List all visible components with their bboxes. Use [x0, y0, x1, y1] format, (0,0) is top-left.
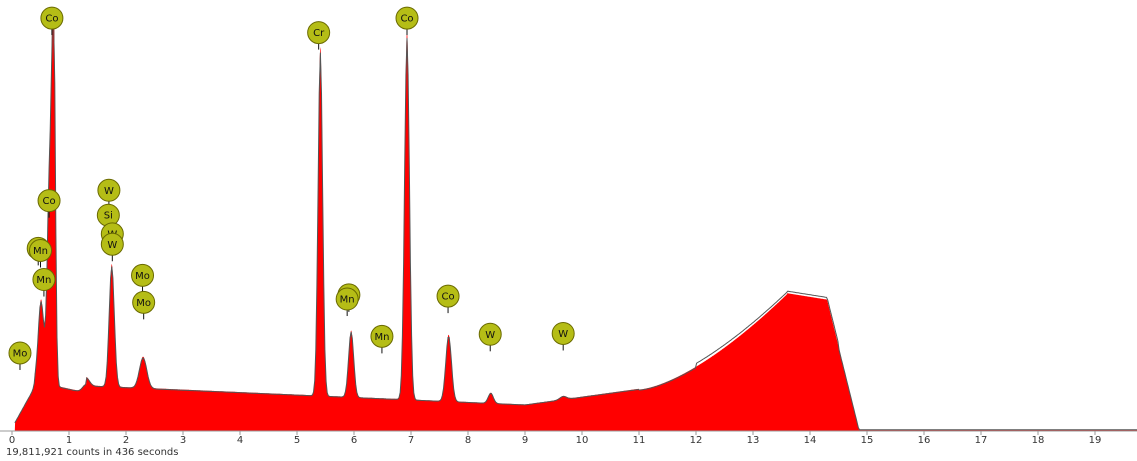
x-tick-label: 17	[975, 435, 988, 446]
peak-marker-label: Mn	[33, 246, 48, 257]
spectrum-area	[12, 16, 1137, 431]
x-tick-label: 10	[576, 435, 589, 446]
x-tick-label: 0	[9, 435, 15, 446]
peak-marker-circle	[8, 341, 32, 365]
peak-marker: W	[100, 232, 124, 262]
peak-marker-label: Co	[441, 292, 454, 303]
peak-marker-label: Co	[400, 14, 413, 25]
peak-marker: Co	[395, 6, 419, 36]
peak-marker-label: Mo	[13, 348, 28, 359]
x-tick-label: 15	[861, 435, 874, 446]
x-tick-label: 11	[633, 435, 646, 446]
spectrum-fill-layer	[12, 16, 1137, 431]
peak-marker-label: Mn	[374, 332, 389, 343]
x-tick-label: 18	[1032, 435, 1045, 446]
x-tick-label: 12	[690, 435, 703, 446]
peak-marker-circle	[307, 21, 331, 45]
peak-marker-circle	[478, 322, 502, 346]
peak-marker: W	[97, 178, 121, 208]
peak-marker: Mn	[335, 287, 359, 317]
peak-marker-label: W	[104, 186, 114, 197]
peak-marker-label: W	[485, 330, 495, 341]
peak-marker-circle	[370, 324, 394, 348]
x-tick-label: 13	[747, 435, 760, 446]
peak-marker: Mn	[32, 268, 56, 297]
peak-marker-circle	[29, 238, 52, 262]
x-tick-label: 14	[804, 435, 817, 446]
peak-marker: Mo	[132, 290, 156, 320]
x-tick-label: 8	[465, 435, 471, 446]
peak-marker-layer: CoCrCoCoWSiWWMnMnMnMoMoCoMnMnCoWWMo	[8, 6, 575, 370]
peak-marker: Mo	[8, 341, 32, 370]
peak-marker-label: Mn	[36, 275, 51, 286]
x-tick-label: 6	[351, 435, 357, 446]
peak-marker-circle	[40, 6, 64, 30]
peak-marker-circle	[131, 263, 155, 287]
peak-marker: W	[551, 321, 575, 351]
peak-marker-circle	[32, 268, 56, 292]
x-tick-label: 1	[66, 435, 72, 446]
peak-marker-circle	[551, 321, 575, 345]
x-tick-label: 16	[918, 435, 931, 446]
peak-marker: Co	[436, 284, 460, 314]
peak-marker: Mn	[370, 324, 394, 354]
counts-footer: 19,811,921 counts in 436 seconds	[6, 447, 179, 458]
x-tick-label: 2	[123, 435, 129, 446]
peak-marker-label: Mn	[340, 295, 355, 306]
x-tick-label: 4	[237, 435, 243, 446]
peak-marker: Mo	[131, 263, 155, 293]
peak-marker-circle	[335, 287, 359, 311]
peak-marker-circle	[395, 6, 419, 30]
peak-marker-label: Cr	[313, 28, 325, 39]
peak-marker-circle	[132, 290, 156, 314]
peak-marker-label: Si	[104, 211, 113, 222]
x-tick-label: 7	[408, 435, 414, 446]
peak-marker-circle	[436, 284, 460, 308]
peak-marker: Mn	[29, 238, 52, 268]
peak-marker-circle	[100, 232, 124, 256]
peak-marker-label: W	[107, 240, 117, 251]
peak-marker: W	[478, 322, 502, 352]
peak-marker: Co	[40, 6, 64, 36]
peak-marker: Cr	[307, 21, 331, 50]
peak-marker-label: W	[558, 329, 568, 340]
fit-line-layer	[14, 21, 1137, 431]
peak-marker-label: Co	[42, 196, 55, 207]
x-tick-label: 5	[294, 435, 300, 446]
x-axis: 0 1 2 3 4 5 6 7 8 9 10 11 12 13 14 15 16 17 18 19	[0, 430, 1137, 446]
peak-marker-circle	[97, 178, 121, 202]
x-tick-label: 19	[1089, 435, 1102, 446]
peak-marker-label: Co	[45, 14, 58, 25]
peak-marker: Co	[37, 189, 61, 218]
x-tick-label: 3	[180, 435, 186, 446]
peak-marker-label: Mo	[135, 271, 150, 282]
peak-marker-circle	[37, 189, 61, 213]
x-tick-label: 9	[522, 435, 528, 446]
peak-marker-label: Mo	[136, 298, 151, 309]
fit-line	[14, 21, 1137, 431]
